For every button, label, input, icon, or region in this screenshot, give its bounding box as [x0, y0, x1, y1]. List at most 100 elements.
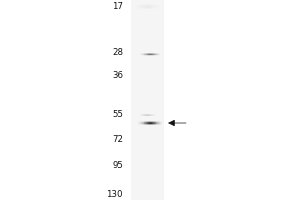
Bar — [152, 6, 153, 7]
Bar — [145, 5, 146, 6]
Bar — [152, 4, 153, 5]
Bar — [159, 5, 160, 6]
Bar — [158, 6, 159, 7]
Bar — [142, 4, 143, 5]
Bar — [141, 4, 142, 5]
Bar — [140, 5, 141, 6]
Bar — [148, 6, 149, 7]
Bar — [154, 5, 155, 6]
Bar — [142, 7, 143, 8]
Bar — [153, 6, 154, 7]
Bar — [137, 8, 138, 9]
Bar — [137, 5, 138, 6]
Bar — [152, 8, 153, 9]
Bar — [140, 8, 141, 9]
Bar — [136, 6, 137, 7]
Bar — [154, 7, 155, 8]
Bar — [151, 5, 152, 6]
Bar — [151, 7, 152, 8]
Bar — [144, 8, 145, 9]
Bar — [148, 5, 149, 6]
Bar — [144, 5, 145, 6]
Bar — [142, 6, 143, 7]
Bar — [148, 8, 149, 9]
Bar — [149, 5, 150, 6]
Text: 28: 28 — [112, 48, 123, 57]
Bar — [139, 5, 140, 6]
Bar — [141, 7, 142, 8]
Bar — [137, 6, 138, 7]
Bar — [149, 4, 150, 5]
Bar — [152, 7, 153, 8]
Bar — [155, 4, 156, 5]
Bar — [139, 4, 140, 5]
Bar — [159, 6, 160, 7]
Bar — [155, 8, 156, 9]
Text: 17: 17 — [112, 2, 123, 11]
Bar — [147, 8, 148, 9]
Bar — [146, 6, 147, 7]
Bar — [150, 7, 151, 8]
Bar — [130, 0, 164, 200]
Bar — [158, 7, 159, 8]
Bar — [150, 4, 151, 5]
Bar — [143, 5, 144, 6]
Bar — [139, 8, 140, 9]
Text: 36: 36 — [112, 71, 123, 80]
Bar — [138, 4, 139, 5]
Bar — [147, 4, 148, 5]
Bar — [153, 4, 154, 5]
Bar — [148, 4, 149, 5]
Bar — [154, 6, 155, 7]
Bar — [159, 7, 160, 8]
Bar — [145, 7, 146, 8]
Bar — [140, 4, 141, 5]
Bar — [135, 7, 136, 8]
Bar — [137, 7, 138, 8]
Bar — [144, 7, 145, 8]
Bar — [142, 5, 143, 6]
Text: 55: 55 — [112, 110, 123, 119]
Bar — [149, 7, 150, 8]
Bar — [143, 7, 144, 8]
Bar — [157, 6, 158, 7]
Bar — [156, 7, 157, 8]
Bar — [141, 6, 142, 7]
Bar — [146, 4, 147, 5]
Bar — [158, 5, 159, 6]
Bar — [143, 4, 144, 5]
Text: 72: 72 — [112, 135, 123, 144]
Bar — [140, 7, 141, 8]
Bar — [156, 8, 157, 9]
Bar — [136, 5, 137, 6]
Bar — [136, 7, 137, 8]
Bar — [144, 6, 145, 7]
Bar — [146, 7, 147, 8]
Bar — [138, 8, 139, 9]
Bar — [157, 5, 158, 6]
Bar — [145, 4, 146, 5]
Bar — [150, 8, 151, 9]
Bar — [146, 5, 147, 6]
Bar — [145, 8, 146, 9]
Bar — [139, 6, 140, 7]
Bar — [145, 6, 146, 7]
Bar — [149, 8, 150, 9]
Bar — [150, 6, 151, 7]
Bar — [138, 6, 139, 7]
Bar — [154, 8, 155, 9]
Bar — [152, 5, 153, 6]
Bar — [143, 6, 144, 7]
Bar — [147, 6, 148, 7]
Bar — [149, 6, 150, 7]
Bar — [144, 4, 145, 5]
Bar — [156, 6, 157, 7]
Bar — [140, 6, 141, 7]
Bar — [135, 5, 136, 6]
Bar — [156, 4, 157, 5]
Bar — [138, 7, 139, 8]
Bar — [146, 8, 147, 9]
Bar — [151, 6, 152, 7]
Bar — [150, 5, 151, 6]
Bar — [154, 4, 155, 5]
